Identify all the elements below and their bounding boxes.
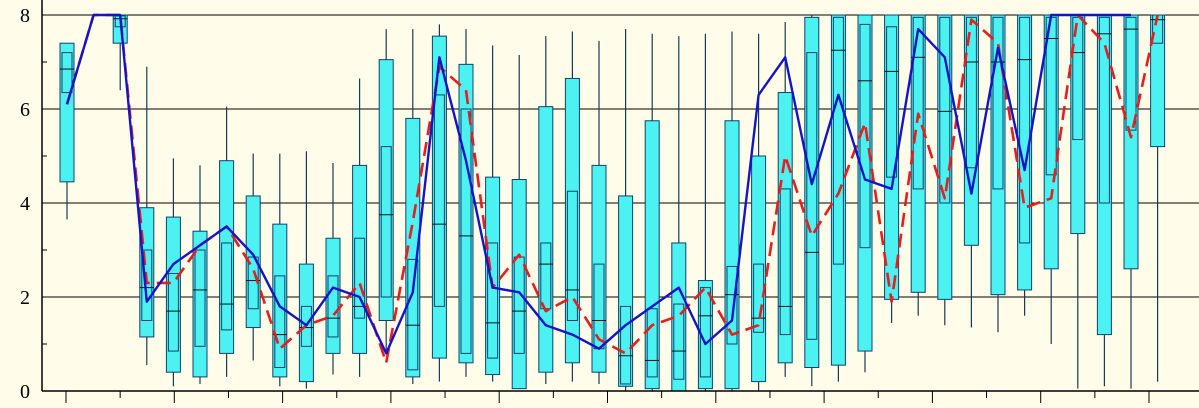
axes bbox=[41, 0, 1199, 403]
solid-series-line bbox=[65, 13, 1131, 355]
inner-box bbox=[221, 242, 233, 331]
inner-box bbox=[540, 242, 552, 310]
outer-box bbox=[538, 106, 554, 373]
inner-box bbox=[992, 16, 1004, 190]
box-6 bbox=[192, 165, 208, 384]
inner-box bbox=[380, 146, 392, 298]
box-4 bbox=[139, 66, 155, 366]
inner-box bbox=[779, 188, 791, 336]
box-22 bbox=[618, 29, 634, 391]
inner-box bbox=[327, 275, 339, 338]
box-39 bbox=[1070, 14, 1086, 389]
box-32 bbox=[884, 14, 900, 323]
outer-box bbox=[724, 120, 740, 390]
box-24 bbox=[671, 36, 687, 392]
series-lines bbox=[65, 13, 1159, 365]
inner-box bbox=[61, 52, 73, 94]
box-17 bbox=[485, 45, 501, 382]
box-30 bbox=[830, 14, 846, 382]
box-5 bbox=[165, 158, 181, 387]
inner-box bbox=[1019, 16, 1031, 244]
inner-box bbox=[274, 275, 286, 369]
box-34 bbox=[937, 14, 953, 326]
box-18 bbox=[511, 54, 527, 390]
inner-box bbox=[354, 237, 366, 319]
box-37 bbox=[1017, 14, 1033, 316]
inner-box bbox=[912, 16, 924, 190]
inner-box bbox=[939, 16, 951, 204]
inner-box bbox=[194, 249, 206, 347]
inner-box bbox=[460, 108, 472, 354]
inner-box bbox=[646, 308, 658, 378]
inner-box bbox=[753, 263, 765, 333]
box-42 bbox=[1150, 14, 1166, 382]
y-tick-label: 2 bbox=[20, 287, 30, 309]
inner-box bbox=[566, 190, 578, 321]
box-25 bbox=[697, 33, 713, 391]
box-14 bbox=[405, 29, 421, 384]
box-28 bbox=[777, 22, 793, 377]
box-36 bbox=[990, 14, 1006, 333]
box-10 bbox=[298, 151, 314, 389]
box-31 bbox=[857, 14, 873, 373]
box-26 bbox=[724, 31, 740, 391]
inner-box bbox=[407, 258, 419, 371]
box-38 bbox=[1043, 14, 1059, 344]
y-tick-label: 4 bbox=[20, 193, 30, 215]
box-11 bbox=[325, 163, 341, 375]
y-tick-labels: 0 2 4 6 8 bbox=[20, 5, 30, 403]
box-40 bbox=[1096, 14, 1112, 387]
box-16 bbox=[458, 29, 474, 377]
inner-box bbox=[620, 305, 632, 385]
box-13 bbox=[378, 29, 394, 352]
y-tick-label: 8 bbox=[20, 5, 30, 27]
box-20 bbox=[564, 31, 580, 382]
box-7 bbox=[219, 106, 235, 377]
inner-box bbox=[1125, 16, 1137, 131]
box-12 bbox=[352, 78, 368, 377]
inner-box bbox=[1072, 16, 1084, 141]
inner-box bbox=[673, 303, 685, 380]
box-9 bbox=[272, 153, 288, 387]
box-15 bbox=[431, 24, 447, 382]
inner-box bbox=[1098, 16, 1110, 204]
inner-box bbox=[965, 16, 977, 169]
box-23 bbox=[644, 33, 660, 391]
inner-box bbox=[433, 94, 445, 307]
inner-box bbox=[726, 265, 738, 345]
inner-box bbox=[513, 256, 525, 354]
box-33 bbox=[910, 14, 926, 316]
inner-box bbox=[141, 249, 153, 321]
box-35 bbox=[963, 14, 979, 328]
box-8 bbox=[245, 153, 261, 361]
dashed-series-line bbox=[65, 13, 1159, 365]
inner-box bbox=[886, 26, 898, 178]
box-1 bbox=[59, 42, 75, 220]
y-tick-label: 0 bbox=[20, 381, 30, 403]
box-19 bbox=[538, 36, 554, 384]
box-41 bbox=[1123, 14, 1139, 389]
inner-box bbox=[832, 16, 844, 265]
y-tick-label: 6 bbox=[20, 99, 30, 121]
box-29 bbox=[804, 15, 820, 387]
inner-box bbox=[699, 287, 711, 378]
box-21 bbox=[591, 40, 607, 384]
inner-box bbox=[167, 273, 179, 352]
inner-box bbox=[806, 52, 818, 340]
inner-box bbox=[487, 242, 499, 359]
